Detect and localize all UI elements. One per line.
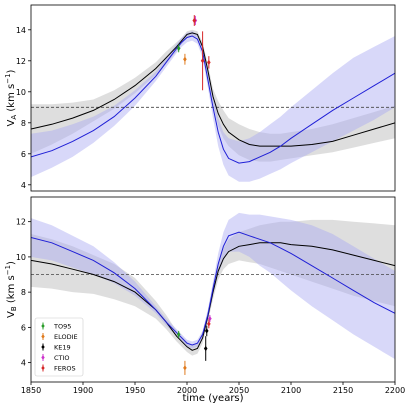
- velocity-b-observation-5: [207, 319, 211, 329]
- x-tick-label: 1950: [125, 386, 145, 395]
- legend-entry: TO95: [41, 322, 71, 330]
- velocity-b-curve-1: [31, 231, 395, 346]
- velocity-a-observations: [176, 15, 211, 91]
- x-axis-label: time (years): [182, 393, 243, 404]
- velocity-b-y-ticks: 4 6 8 10 12: [16, 218, 31, 368]
- velocity-a-observation-3: [192, 15, 197, 26]
- velocity-b-observation-3: [204, 325, 209, 337]
- velocity-b-band-1: [31, 212, 395, 360]
- velocity-b-y-axis-label: VB (km s−1): [4, 261, 18, 318]
- x-tick-label: 2000: [177, 386, 197, 395]
- velocity-b-observation-1: [183, 360, 187, 375]
- x-tick-label: 1900: [73, 386, 93, 395]
- velocity-b-frame: [30, 196, 396, 383]
- velocity-b-y-tick-label: 8: [21, 288, 26, 297]
- velocity-b-observation-4: [208, 315, 212, 323]
- velocity-a-y-tick-label: 10: [16, 88, 26, 97]
- velocity-a-observation-1: [183, 53, 187, 65]
- velocity-a-y-ticks: 4 6 8 10 12 14: [16, 26, 31, 190]
- velocity-b-panel: 4 6 8 10 12 1850 1900 1950 2000 2050 2100 2150 2200…: [4, 196, 405, 404]
- legend-entry-label: ELODIE: [54, 333, 78, 341]
- velocity-a-y-tick-label: 6: [21, 150, 26, 159]
- x-tick-label: 2150: [333, 386, 353, 395]
- velocity-a-y-axis-label: VA (km s−1): [4, 69, 18, 126]
- legend-entry: CTIO: [41, 354, 70, 362]
- x-tick-label: 2050: [229, 386, 249, 395]
- velocity-b-curve-0: [31, 242, 395, 351]
- velocity-a-observation-5: [207, 56, 211, 69]
- x-tick-label: 2100: [281, 386, 301, 395]
- velocity-a-curve-1: [31, 35, 395, 164]
- velocity-a-observation-0: [176, 44, 181, 53]
- velocity-a-curves: [31, 32, 395, 164]
- legend: TO95 ELODIE KE19 CTIO FEROS: [34, 317, 84, 377]
- legend-entry: ELODIE: [41, 333, 78, 341]
- velocity-a-y-tick-label: 12: [16, 57, 26, 66]
- velocity-b-observation-2: [203, 336, 208, 361]
- velocity-b-observation-0: [176, 330, 181, 338]
- x-tick-label: 2200: [385, 386, 405, 395]
- velocity-a-y-tick-label: 4: [21, 181, 26, 190]
- legend-entry: KE19: [41, 343, 71, 351]
- velocity-a-y-tick-label: 8: [21, 119, 26, 128]
- velocity-b-y-tick-label: 10: [16, 253, 26, 262]
- velocity-b-y-tick-label: 4: [21, 359, 26, 368]
- velocity-a-y-tick-label: 14: [16, 26, 26, 35]
- legend-box: [34, 317, 84, 377]
- velocity-b-y-tick-label: 6: [21, 323, 26, 332]
- legend-entry-label: FEROS: [54, 364, 76, 372]
- velocity-a-curve-0: [31, 32, 395, 147]
- velocity-b-observations: [176, 315, 212, 375]
- velocity-a-panel: 4 6 8 10 12 14 VA (km s−1): [4, 4, 396, 192]
- legend-entry-label: KE19: [54, 343, 71, 351]
- velocity-b-curves: [31, 231, 395, 351]
- velocity-a-frame: [30, 4, 396, 192]
- velocity-b-bands: [31, 212, 395, 360]
- velocity-b-x-ticks: 1850 1900 1950 2000 2050 2100 2150 2200: [21, 382, 405, 395]
- legend-entries: TO95 ELODIE KE19 CTIO FEROS: [41, 322, 78, 372]
- legend-entry: FEROS: [41, 364, 76, 372]
- velocity-b-y-tick-label: 12: [16, 218, 26, 227]
- legend-entry-label: CTIO: [54, 354, 70, 362]
- velocity-a-observation-4: [200, 31, 205, 91]
- legend-entry-label: TO95: [53, 322, 71, 330]
- x-tick-label: 1850: [21, 386, 41, 395]
